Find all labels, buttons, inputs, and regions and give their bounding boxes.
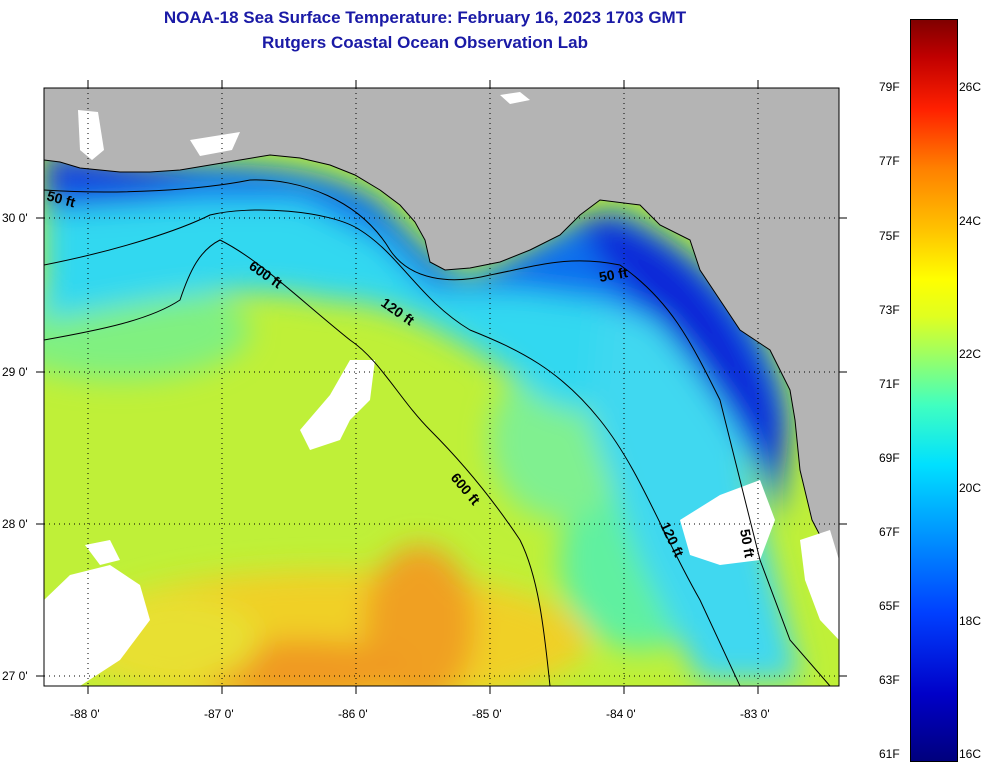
colorbar-f-61: 61F [879,747,900,761]
map-area [44,88,839,686]
map-subtitle: Rutgers Coastal Ocean Observation Lab [262,33,588,52]
coastline [44,88,839,561]
colorbar-f-77: 77F [879,154,900,168]
lon-label-85: -85 0' [472,707,502,721]
contour-label-50ft-east: 50 ft [598,264,629,285]
axis-ticks [36,80,847,694]
lon-label-84: -84 0' [606,707,636,721]
colorbar-f-65: 65F [879,599,900,613]
lon-label-86: -86 0' [338,707,368,721]
lat-label-29: 29 0' [2,365,28,379]
temperature-colorbar [910,19,958,762]
lon-label-83: -83 0' [740,707,770,721]
colorbar-f-63: 63F [879,673,900,687]
colorbar-f-69: 69F [879,451,900,465]
lon-label-88: -88 0' [70,707,100,721]
contour-label-50ft-south: 50 ft [737,528,758,559]
land-mass [44,88,839,560]
lon-label-87: -87 0' [204,707,234,721]
colorbar-f-79: 79F [879,80,900,94]
colorbar-f-67: 67F [879,525,900,539]
colorbar-c-16: 16C [959,747,982,761]
map-title: NOAA-18 Sea Surface Temperature: Februar… [163,8,687,27]
bay-water [78,110,104,160]
sst-field [44,150,800,686]
isobaths [44,179,831,686]
colorbar-c-18: 18C [959,614,982,628]
lat-label-28: 28 0' [2,517,28,531]
cloud-cover [44,360,839,686]
colorbar-f-71: 71F [879,377,900,391]
colorbar-f-75: 75F [879,229,900,243]
colorbar-f-73: 73F [879,303,900,317]
sst-map: 30 0' 29 0' 28 0' 27 0' -88 0' -87 0' -8… [2,80,847,721]
colorbar-c-20: 20C [959,481,982,495]
map-frame [43,87,840,687]
colorbar-c-22: 22C [959,347,982,361]
colorbar-c-24: 24C [959,214,982,228]
contour-label-50ft-west: 50 ft [45,187,77,210]
lat-label-27: 27 0' [2,669,28,683]
colorbar-c-26: 26C [959,80,982,94]
lat-label-30: 30 0' [2,211,28,225]
